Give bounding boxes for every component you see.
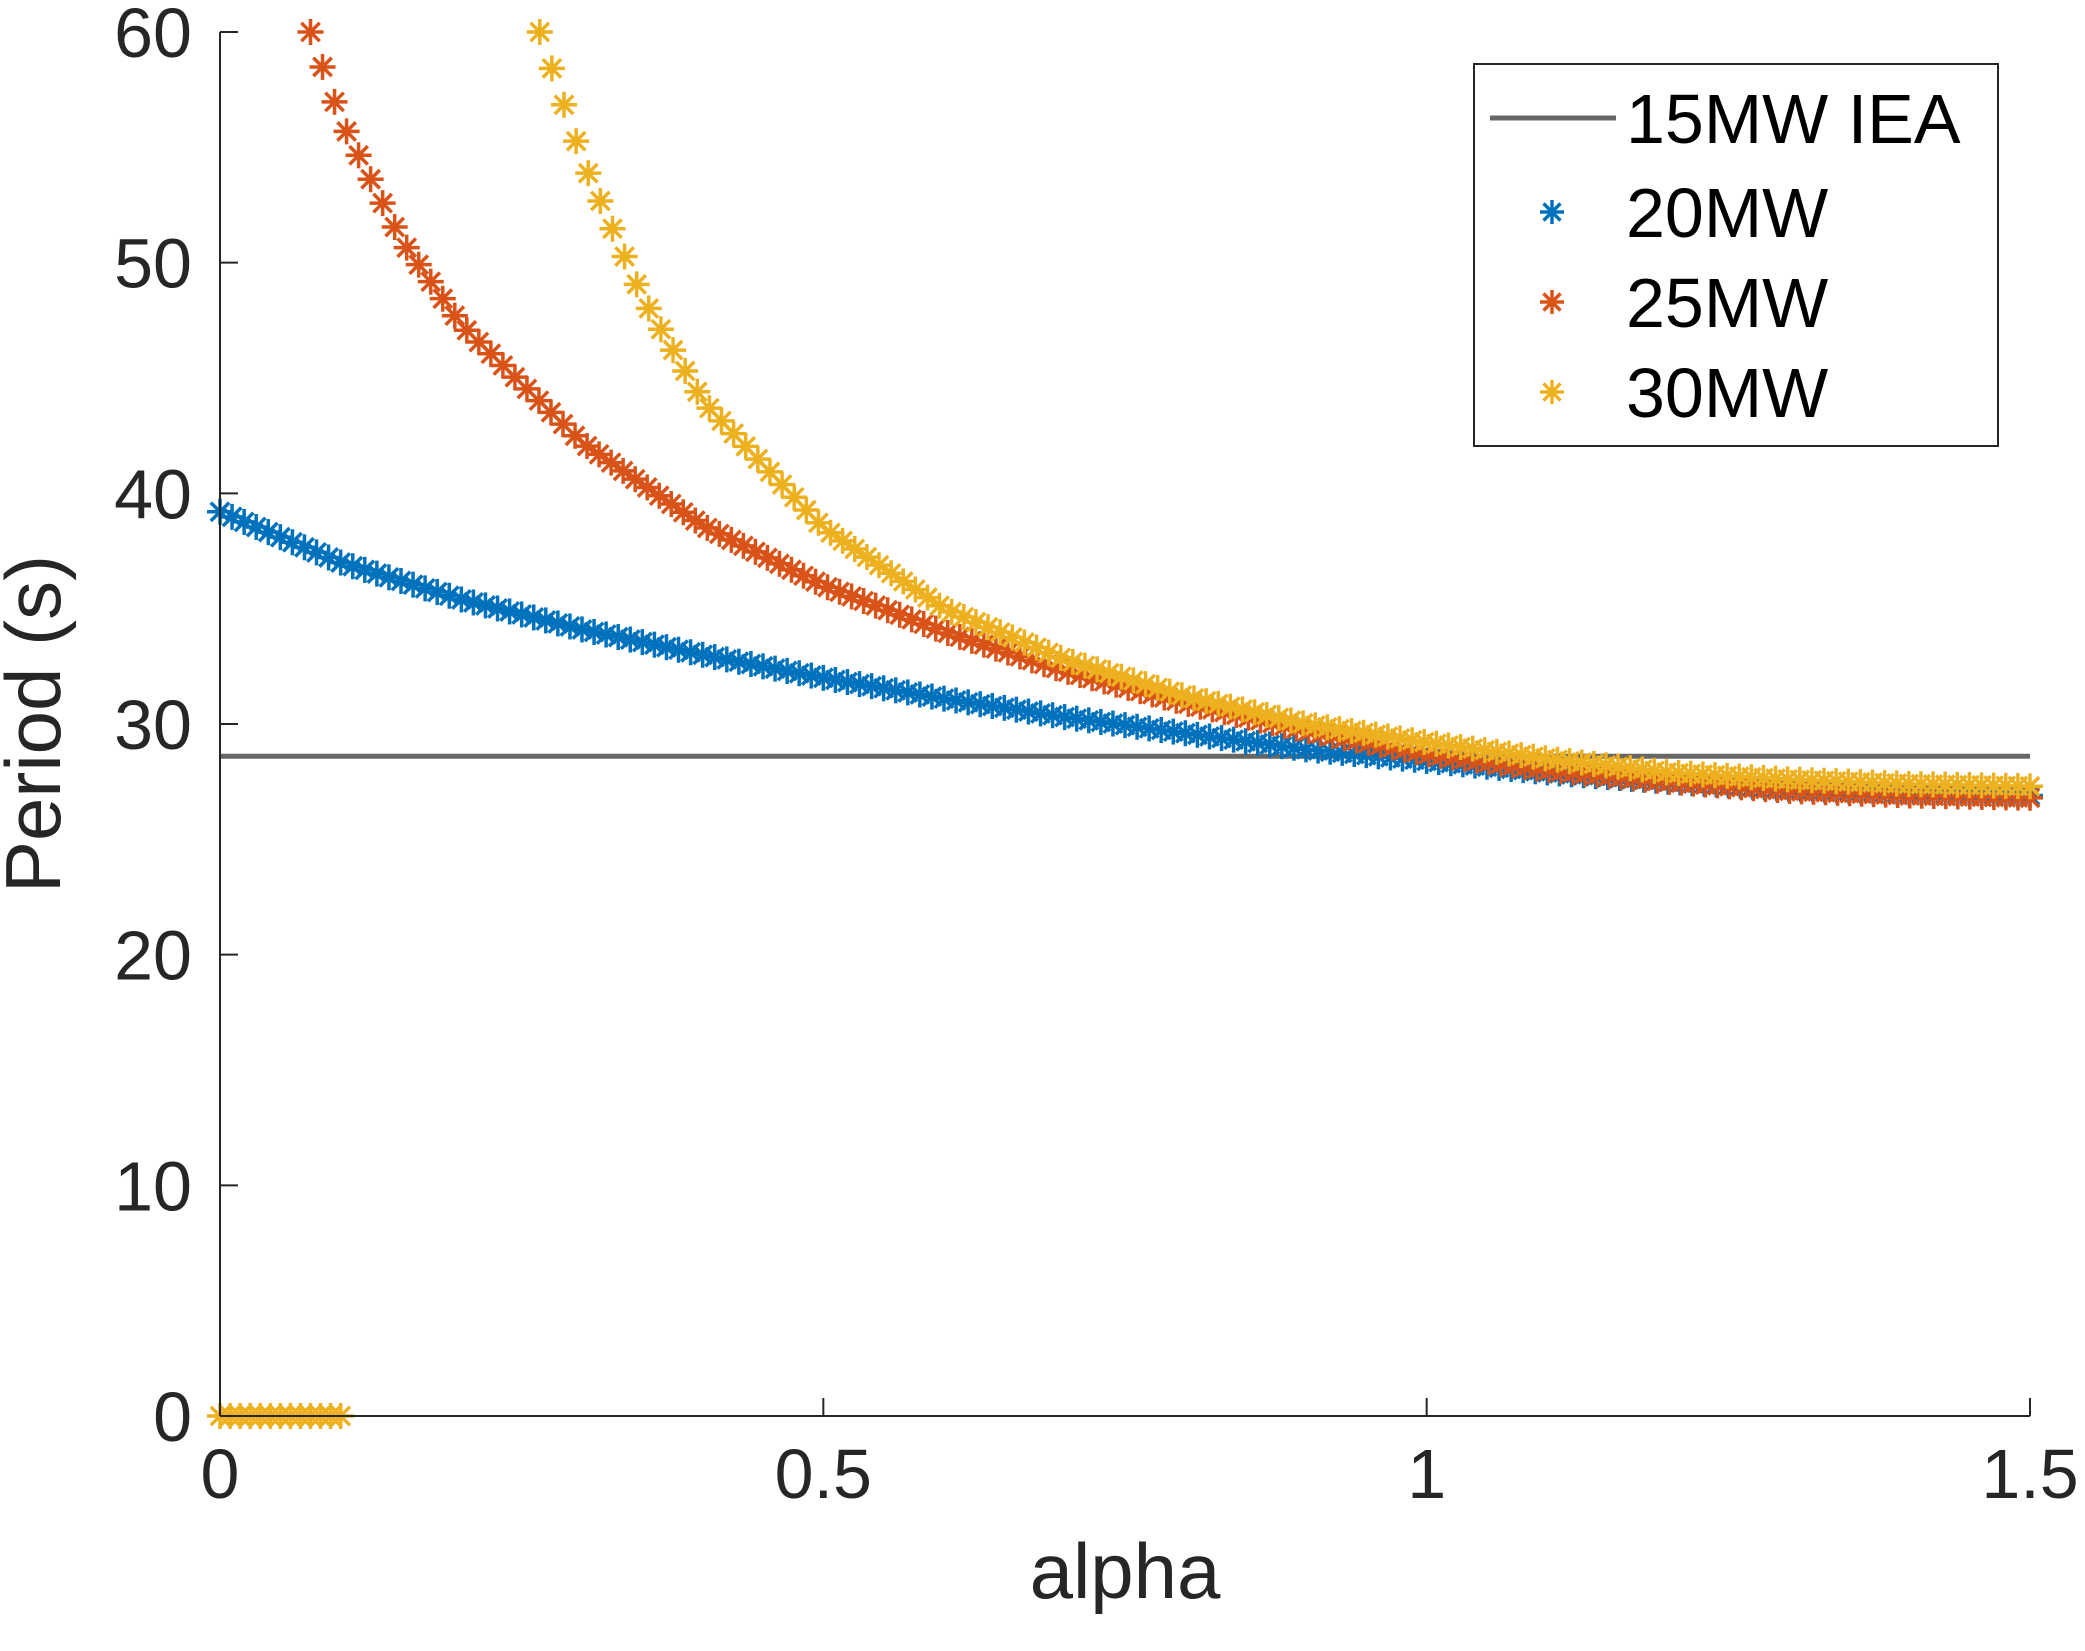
data-point-30MW bbox=[623, 271, 650, 298]
y-axis-title: Period (s) bbox=[0, 555, 77, 893]
data-point-25MW bbox=[441, 302, 468, 329]
x-tick-label: 0.5 bbox=[775, 1435, 872, 1513]
data-point-30MW bbox=[1144, 674, 1171, 701]
data-point-30MW bbox=[575, 160, 602, 187]
y-tick-label: 50 bbox=[114, 225, 192, 303]
data-point-25MW bbox=[550, 411, 577, 438]
legend-box bbox=[1473, 63, 1999, 447]
data-point-30MW bbox=[2017, 773, 2043, 800]
data-point-25MW bbox=[778, 556, 805, 583]
data-point-20MW bbox=[375, 564, 402, 591]
data-point-30MW bbox=[866, 552, 893, 579]
legend-marker-25MW bbox=[1540, 290, 1564, 314]
data-point-25MW bbox=[429, 285, 456, 312]
data-point-20MW bbox=[351, 556, 378, 583]
data-point-25MW bbox=[489, 352, 516, 379]
data-point-25MW bbox=[465, 329, 492, 356]
data-point-30MW bbox=[890, 568, 917, 595]
data-point-20MW bbox=[412, 575, 439, 602]
data-point-30MW bbox=[1132, 671, 1159, 698]
y-tick-label: 0 bbox=[153, 1378, 192, 1456]
data-point-30MW bbox=[793, 497, 820, 524]
data-point-30MW bbox=[1096, 660, 1123, 687]
data-point-30MW bbox=[563, 128, 590, 155]
y-tick-label: 60 bbox=[114, 0, 192, 72]
x-tick-label: 1.5 bbox=[1981, 1435, 2078, 1513]
y-tick-label: 10 bbox=[114, 1147, 192, 1225]
data-point-30MW bbox=[526, 19, 553, 45]
data-point-25MW bbox=[958, 627, 985, 654]
data-point-30MW bbox=[1084, 656, 1111, 683]
legend-label-20MW: 20MW bbox=[1626, 174, 1828, 252]
legend: 15MW IEA 20MW 25MW 30MW bbox=[1473, 63, 1999, 447]
x-tick-label: 0 bbox=[201, 1435, 240, 1513]
axes: 0 0.5 1 1.5 0 10 20 30 40 50 60 alpha Period (s) bbox=[0, 0, 2079, 1615]
data-point-30MW bbox=[538, 55, 565, 82]
x-axis-title: alpha bbox=[1030, 1527, 1221, 1615]
legend-marker-30MW bbox=[1540, 380, 1564, 404]
legend-label-25MW: 25MW bbox=[1626, 264, 1828, 342]
data-point-25MW bbox=[393, 234, 420, 261]
data-point-30MW bbox=[647, 316, 674, 343]
y-tick-label: 20 bbox=[114, 917, 192, 995]
legend-label-15mw-iea: 15MW IEA bbox=[1626, 80, 1961, 158]
data-point-25MW bbox=[405, 251, 432, 278]
plot-area bbox=[207, 19, 2043, 1429]
data-point-20MW bbox=[617, 626, 644, 653]
data-point-30MW bbox=[696, 395, 723, 422]
data-point-25MW bbox=[297, 19, 324, 45]
y-tick-label: 30 bbox=[114, 686, 192, 764]
data-point-30MW bbox=[599, 215, 626, 242]
data-point-30MW bbox=[853, 544, 880, 571]
data-point-25MW bbox=[357, 166, 384, 193]
data-point-30MW bbox=[1193, 688, 1220, 715]
data-point-30MW bbox=[829, 527, 856, 554]
data-point-25MW bbox=[333, 118, 360, 145]
data-point-30MW bbox=[1265, 704, 1292, 731]
data-point-25MW bbox=[417, 268, 444, 295]
data-point-30MW bbox=[744, 446, 771, 473]
data-point-30MW bbox=[672, 357, 699, 384]
data-point-20MW bbox=[436, 582, 463, 609]
y-tick-label: 40 bbox=[114, 455, 192, 533]
data-point-25MW bbox=[622, 466, 649, 493]
data-point-30MW bbox=[550, 91, 577, 118]
legend-marker-20MW bbox=[1540, 200, 1564, 224]
x-tick-label: 1 bbox=[1407, 1435, 1446, 1513]
data-point-25MW bbox=[345, 142, 372, 169]
data-point-30MW bbox=[635, 295, 662, 322]
data-point-30MW bbox=[587, 187, 614, 214]
data-point-30MW bbox=[1059, 648, 1086, 675]
data-point-20MW bbox=[725, 648, 752, 675]
data-point-30MW bbox=[684, 378, 711, 405]
data-point-30MW bbox=[660, 337, 687, 364]
series-20MW bbox=[207, 498, 2043, 809]
data-point-25MW bbox=[321, 88, 348, 115]
data-point-25MW bbox=[309, 53, 336, 80]
data-point-25MW bbox=[369, 190, 396, 217]
data-point-30MW bbox=[611, 243, 638, 270]
data-point-25MW bbox=[381, 214, 408, 241]
data-point-25MW bbox=[934, 619, 961, 646]
legend-label-30MW: 30MW bbox=[1626, 354, 1828, 432]
series-30MW bbox=[207, 19, 2043, 1429]
